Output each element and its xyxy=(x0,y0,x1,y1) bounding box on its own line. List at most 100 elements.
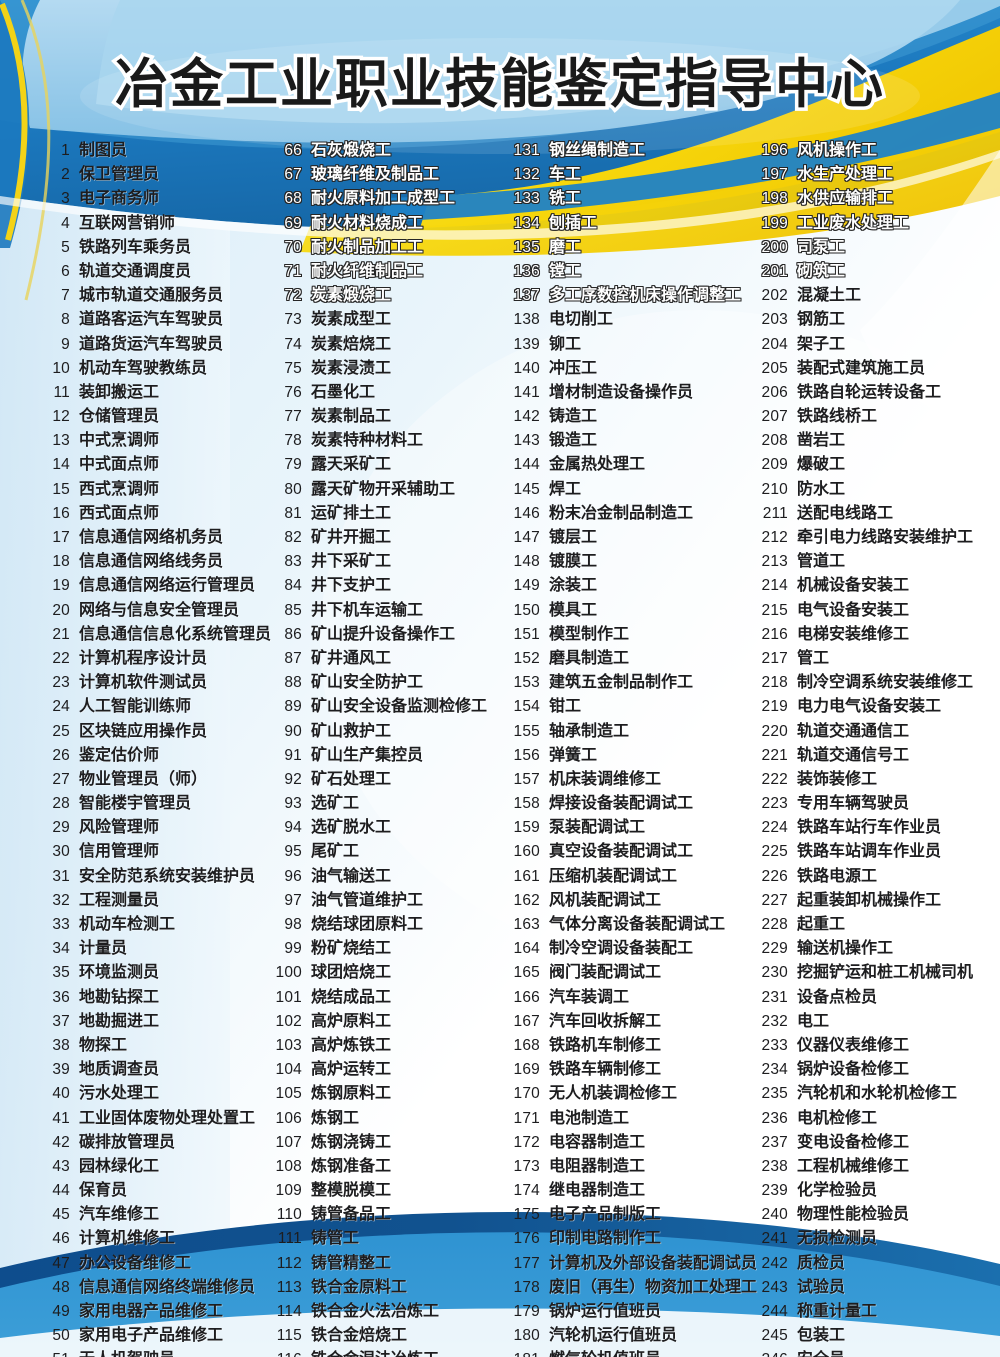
occupation-list-item: 204 架子工 xyxy=(754,332,994,356)
occupation-list-item: 105 炼钢原料工 xyxy=(268,1081,498,1105)
occupation-name: 包装工 xyxy=(797,1325,846,1345)
occupation-list-item: 81 运矿排土工 xyxy=(268,501,498,525)
occupation-name: 炼钢浇铸工 xyxy=(311,1131,392,1151)
occupation-name: 风机装配调试工 xyxy=(549,889,662,909)
occupation-list-item: 149 涂装工 xyxy=(506,573,746,597)
occupation-number: 8 xyxy=(61,311,70,329)
occupation-list-item: 231 设备点检员 xyxy=(754,985,994,1009)
occupation-name: 烧结成品工 xyxy=(311,986,392,1006)
occupation-name: 整模脱模工 xyxy=(311,1180,392,1200)
occupation-list-item: 180 汽轮机运行值班员 xyxy=(506,1323,746,1347)
occupation-number: 225 xyxy=(761,843,788,861)
occupation-name: 地质调查员 xyxy=(79,1059,160,1079)
occupation-name: 矿石处理工 xyxy=(311,768,392,788)
occupation-list-item: 74 炭素焙烧工 xyxy=(268,332,498,356)
occupation-list-item: 168 铁路机车制修工 xyxy=(506,1033,746,1057)
occupation-list-item: 40 污水处理工 xyxy=(36,1081,258,1105)
occupation-number: 38 xyxy=(52,1036,70,1054)
occupation-name: 安全防范系统安装维护员 xyxy=(79,865,256,885)
occupation-name: 保卫管理员 xyxy=(79,164,160,184)
occupation-name: 西式面点师 xyxy=(79,502,160,522)
occupation-number: 154 xyxy=(513,698,540,716)
occupation-number: 15 xyxy=(52,480,70,498)
occupation-number: 101 xyxy=(275,988,302,1006)
occupation-list-item: 69 耐火材料烧成工 xyxy=(268,211,498,235)
occupation-list-item: 70 耐火制品加工工 xyxy=(268,235,498,259)
occupation-number: 13 xyxy=(52,432,70,450)
occupation-name: 工业固体废物处理处置工 xyxy=(79,1107,256,1127)
occupation-number: 30 xyxy=(52,843,70,861)
occupation-columns: 1 制图员 2 保卫管理员 3 电子商务师 4 互联网营销师 5 铁路列车乘务员 6 轨道交通调度员 7… xyxy=(0,138,1000,1357)
occupation-number: 223 xyxy=(761,795,788,813)
occupation-name: 建筑五金制品制作工 xyxy=(549,672,694,692)
occupation-name: 铁合金湿法冶炼工 xyxy=(311,1347,439,1357)
occupation-list-item: 153 建筑五金制品制作工 xyxy=(506,670,746,694)
occupation-list-item: 20 网络与信息安全管理员 xyxy=(36,598,258,622)
occupation-number: 98 xyxy=(284,916,302,933)
occupation-list-item: 175 电子产品制版工 xyxy=(506,1202,746,1226)
occupation-name: 设备点检员 xyxy=(797,986,878,1006)
occupation-number: 29 xyxy=(52,819,70,837)
occupation-name: 称重计量工 xyxy=(797,1301,878,1320)
occupation-list-item: 25 区块链应用操作员 xyxy=(36,719,258,743)
occupation-name: 输送机操作工 xyxy=(797,938,894,958)
occupation-number: 2 xyxy=(61,166,70,184)
occupation-number: 159 xyxy=(513,819,540,837)
occupation-number: 172 xyxy=(513,1133,540,1151)
occupation-name: 污水处理工 xyxy=(79,1083,160,1103)
occupation-name: 鉴定估价师 xyxy=(79,744,160,764)
occupation-list-item: 47 办公设备维修工 xyxy=(36,1251,258,1275)
occupation-list-item: 207 铁路线桥工 xyxy=(754,404,994,428)
occupation-name: 保育员 xyxy=(79,1180,128,1200)
occupation-number: 156 xyxy=(513,746,540,764)
occupation-name: 铸管备品工 xyxy=(311,1204,392,1224)
occupation-list-item: 110 铸管备品工 xyxy=(268,1202,498,1226)
occupation-name: 架子工 xyxy=(797,333,846,353)
occupation-number: 132 xyxy=(513,166,540,184)
occupation-number: 76 xyxy=(284,383,302,401)
occupation-number: 106 xyxy=(275,1109,302,1127)
occupation-number: 238 xyxy=(761,1157,788,1175)
occupation-number: 10 xyxy=(52,359,70,377)
occupation-name: 运矿排土工 xyxy=(311,502,392,522)
occupation-list-item: 243 试验员 xyxy=(754,1275,994,1299)
occupation-list-item: 140 冲压工 xyxy=(506,356,746,380)
occupation-list-item: 44 保育员 xyxy=(36,1178,258,1202)
occupation-number: 149 xyxy=(513,577,540,595)
occupation-list-item: 94 选矿脱水工 xyxy=(268,815,498,839)
occupation-number: 141 xyxy=(513,383,540,401)
occupation-number: 78 xyxy=(284,432,302,450)
occupation-number: 83 xyxy=(284,553,302,571)
occupation-number: 231 xyxy=(761,988,788,1006)
occupation-name: 电力电气设备安装工 xyxy=(797,696,942,716)
occupation-list-item: 177 计算机及外部设备装配调试员 xyxy=(506,1251,757,1275)
occupation-number: 99 xyxy=(284,940,302,958)
occupation-number: 236 xyxy=(761,1109,788,1127)
occupation-name: 西式烹调师 xyxy=(79,478,160,498)
occupation-name: 耐火制品加工工 xyxy=(311,236,424,256)
occupation-list-item: 163 气体分离设备装配调试工 xyxy=(506,912,746,936)
occupation-list-item: 76 石墨化工 xyxy=(268,380,498,404)
occupation-number: 90 xyxy=(284,722,302,740)
occupation-name: 道路客运汽车驾驶员 xyxy=(79,309,224,329)
occupation-name: 电容器制造工 xyxy=(549,1131,646,1151)
occupation-number: 36 xyxy=(52,988,70,1006)
occupation-list-item: 72 炭素煅烧工 xyxy=(268,283,498,307)
occupation-list-item: 179 锅炉运行值班员 xyxy=(506,1299,746,1323)
occupation-number: 175 xyxy=(513,1206,540,1224)
occupation-name: 机床装调维修工 xyxy=(549,768,662,788)
occupation-number: 105 xyxy=(275,1085,302,1103)
occupation-number: 88 xyxy=(284,674,302,692)
occupation-number: 166 xyxy=(513,988,540,1006)
occupation-number: 48 xyxy=(52,1278,70,1296)
occupation-name: 炭素浸渍工 xyxy=(311,357,392,377)
occupation-number: 32 xyxy=(52,891,70,909)
occupation-list-item: 43 园林绿化工 xyxy=(36,1154,258,1178)
occupation-number: 176 xyxy=(513,1230,540,1248)
occupation-name: 真空设备装配调试工 xyxy=(549,841,694,861)
occupation-number: 148 xyxy=(513,553,540,571)
occupation-name: 机动车检测工 xyxy=(79,914,176,933)
occupation-list-item: 11 装卸搬运工 xyxy=(36,380,258,404)
occupation-name: 焊接设备装配调试工 xyxy=(549,793,694,813)
occupation-number: 40 xyxy=(52,1085,70,1103)
